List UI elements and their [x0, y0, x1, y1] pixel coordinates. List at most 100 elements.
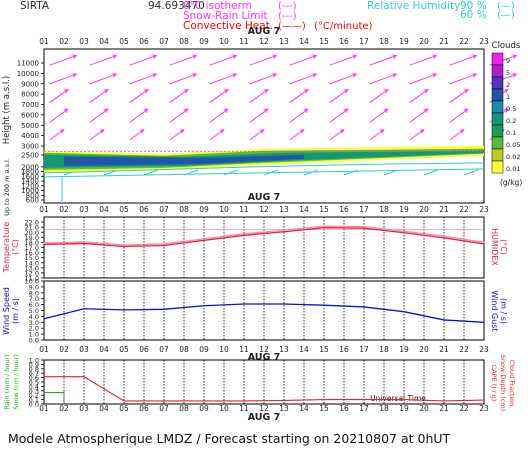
wind-arrow-head — [103, 88, 109, 94]
y-tick-label: 21.0 — [25, 224, 39, 232]
hour-tick-label: 21 — [439, 404, 449, 413]
y-tick-label: 0.0 — [29, 401, 39, 409]
colorbar-swatch — [491, 136, 504, 150]
data-point — [483, 241, 485, 244]
axis-label: (m / s) — [11, 298, 20, 324]
y-tick-label: 9.0 — [29, 283, 39, 291]
data-point — [203, 239, 205, 242]
rh-contour-90 — [43, 162, 485, 174]
colorbar-level: 9 — [506, 57, 510, 65]
colorbar-swatch — [491, 124, 504, 138]
wind-arrow-head — [312, 73, 318, 78]
wind-arrow — [369, 129, 385, 141]
colorbar-level: 0.1 — [506, 129, 516, 137]
y-tick-label: 18.0 — [25, 239, 39, 247]
wind-arrow-low — [463, 169, 479, 176]
wind-arrow-head — [72, 54, 78, 59]
series-line-wind-speed — [43, 303, 485, 323]
hour-tick-label: 06 — [139, 37, 149, 46]
y-tick-label: 4.0 — [29, 313, 39, 321]
wind-arrow — [329, 108, 349, 123]
wind-arrow-head — [272, 54, 278, 59]
panel-temperature-axis: 01 02 03 04 05 06 07 08 09 10 11 12 13 14 15 16 17 18 19 20… — [39, 192, 489, 214]
wind-arrow-head — [419, 129, 425, 134]
y-tick-label: 1.0 — [29, 331, 39, 339]
hour-tick-label: 09 — [199, 37, 209, 46]
hour-tick-label: 05 — [119, 345, 129, 354]
hour-tick-label: 19 — [399, 37, 409, 46]
wind-arrow-head — [303, 88, 309, 94]
axis-label: (°C) — [11, 239, 20, 255]
wind-arrow-head — [143, 108, 149, 113]
data-point — [323, 225, 325, 228]
hour-tick-label: 11 — [239, 37, 249, 46]
axis-label: Snow Depth (cm) — [499, 355, 507, 411]
hour-tick-label: 18 — [379, 345, 389, 354]
hour-tick-label: 14 — [299, 404, 309, 413]
wind-arrow — [289, 129, 305, 141]
hour-tick-label: 01 — [39, 345, 49, 354]
wind-arrow-head — [223, 108, 229, 113]
data-point — [323, 226, 325, 229]
wind-arrow — [249, 108, 269, 123]
hour-tick-label: 05 — [119, 205, 129, 214]
wind-arrow-head — [503, 88, 509, 94]
hour-tick-label: 06 — [139, 205, 149, 214]
hour-tick-label: 20 — [419, 205, 429, 214]
data-point — [83, 241, 85, 243]
hour-tick-label: 12 — [259, 404, 269, 413]
wind-arrow-head — [343, 88, 349, 94]
y-tick-label: 1600 — [21, 173, 39, 181]
hour-tick-label: 02 — [59, 205, 69, 214]
data-point — [123, 244, 125, 246]
hour-tick-label: 02 — [59, 404, 69, 413]
wind-arrow — [89, 89, 109, 103]
panel-frame — [43, 280, 485, 341]
y-tick-label: 600 — [26, 197, 39, 205]
y-tick-label: 7.0 — [29, 295, 39, 303]
series-line-rain — [44, 392, 65, 404]
hour-tick-label: 07 — [159, 205, 169, 214]
wind-arrow — [209, 55, 237, 66]
colorbar-level: 0.5 — [506, 105, 516, 113]
y-tick-label: 0.2 — [29, 392, 39, 400]
rh-title: Relative Humidity — [367, 0, 460, 12]
axis-label: HUMIDEX — [490, 228, 499, 266]
data-point — [43, 242, 45, 244]
colorbar-level: 0.05 — [506, 141, 520, 149]
hour-tick-label: 10 — [219, 205, 229, 214]
wind-arrow-head — [472, 73, 478, 78]
wind-arrow-head — [423, 88, 429, 94]
y-tick-label: 9000 — [21, 80, 39, 88]
wind-arrow-head — [219, 129, 225, 134]
hour-tick-label: 07 — [159, 404, 169, 413]
y-tick-label: 8000 — [21, 91, 39, 99]
hour-tick-label: 17 — [359, 205, 369, 214]
wind-arrow-head — [192, 54, 198, 59]
wind-arrow — [409, 73, 437, 85]
colorbar-swatch — [491, 76, 504, 90]
y-tick-label: 10000 — [17, 70, 39, 78]
hour-tick-label: 16 — [339, 37, 349, 46]
wind-arrow-head — [152, 54, 158, 59]
wind-arrow-head — [303, 108, 309, 113]
wind-arrow-head — [432, 73, 438, 78]
wind-arrow — [209, 73, 237, 85]
data-point — [243, 234, 245, 237]
y-tick-label: 6000 — [21, 111, 39, 119]
hour-tick-label: 11 — [239, 205, 249, 214]
wind-arrow — [409, 108, 429, 123]
data-point — [283, 229, 285, 232]
hour-tick-label: 06 — [139, 404, 149, 413]
y-tick-label: 5.0 — [29, 307, 39, 315]
y-tick-label: 0.5 — [29, 379, 39, 387]
header: SIRTA 94.693470 0°C isotherm (---) Snow-Ra… — [20, 0, 515, 32]
data-point — [363, 227, 365, 230]
panel-wind-speed-gust: 0.01.02.03.04.05.06.07.08.09.010.0 Wind S… — [2, 278, 508, 345]
wind-arrow — [169, 129, 185, 141]
data-point — [443, 236, 445, 239]
wind-arrow-head — [143, 88, 149, 94]
colorbar-swatch — [491, 160, 504, 174]
series-line-temperature — [43, 227, 485, 248]
wind-arrow — [169, 108, 189, 123]
